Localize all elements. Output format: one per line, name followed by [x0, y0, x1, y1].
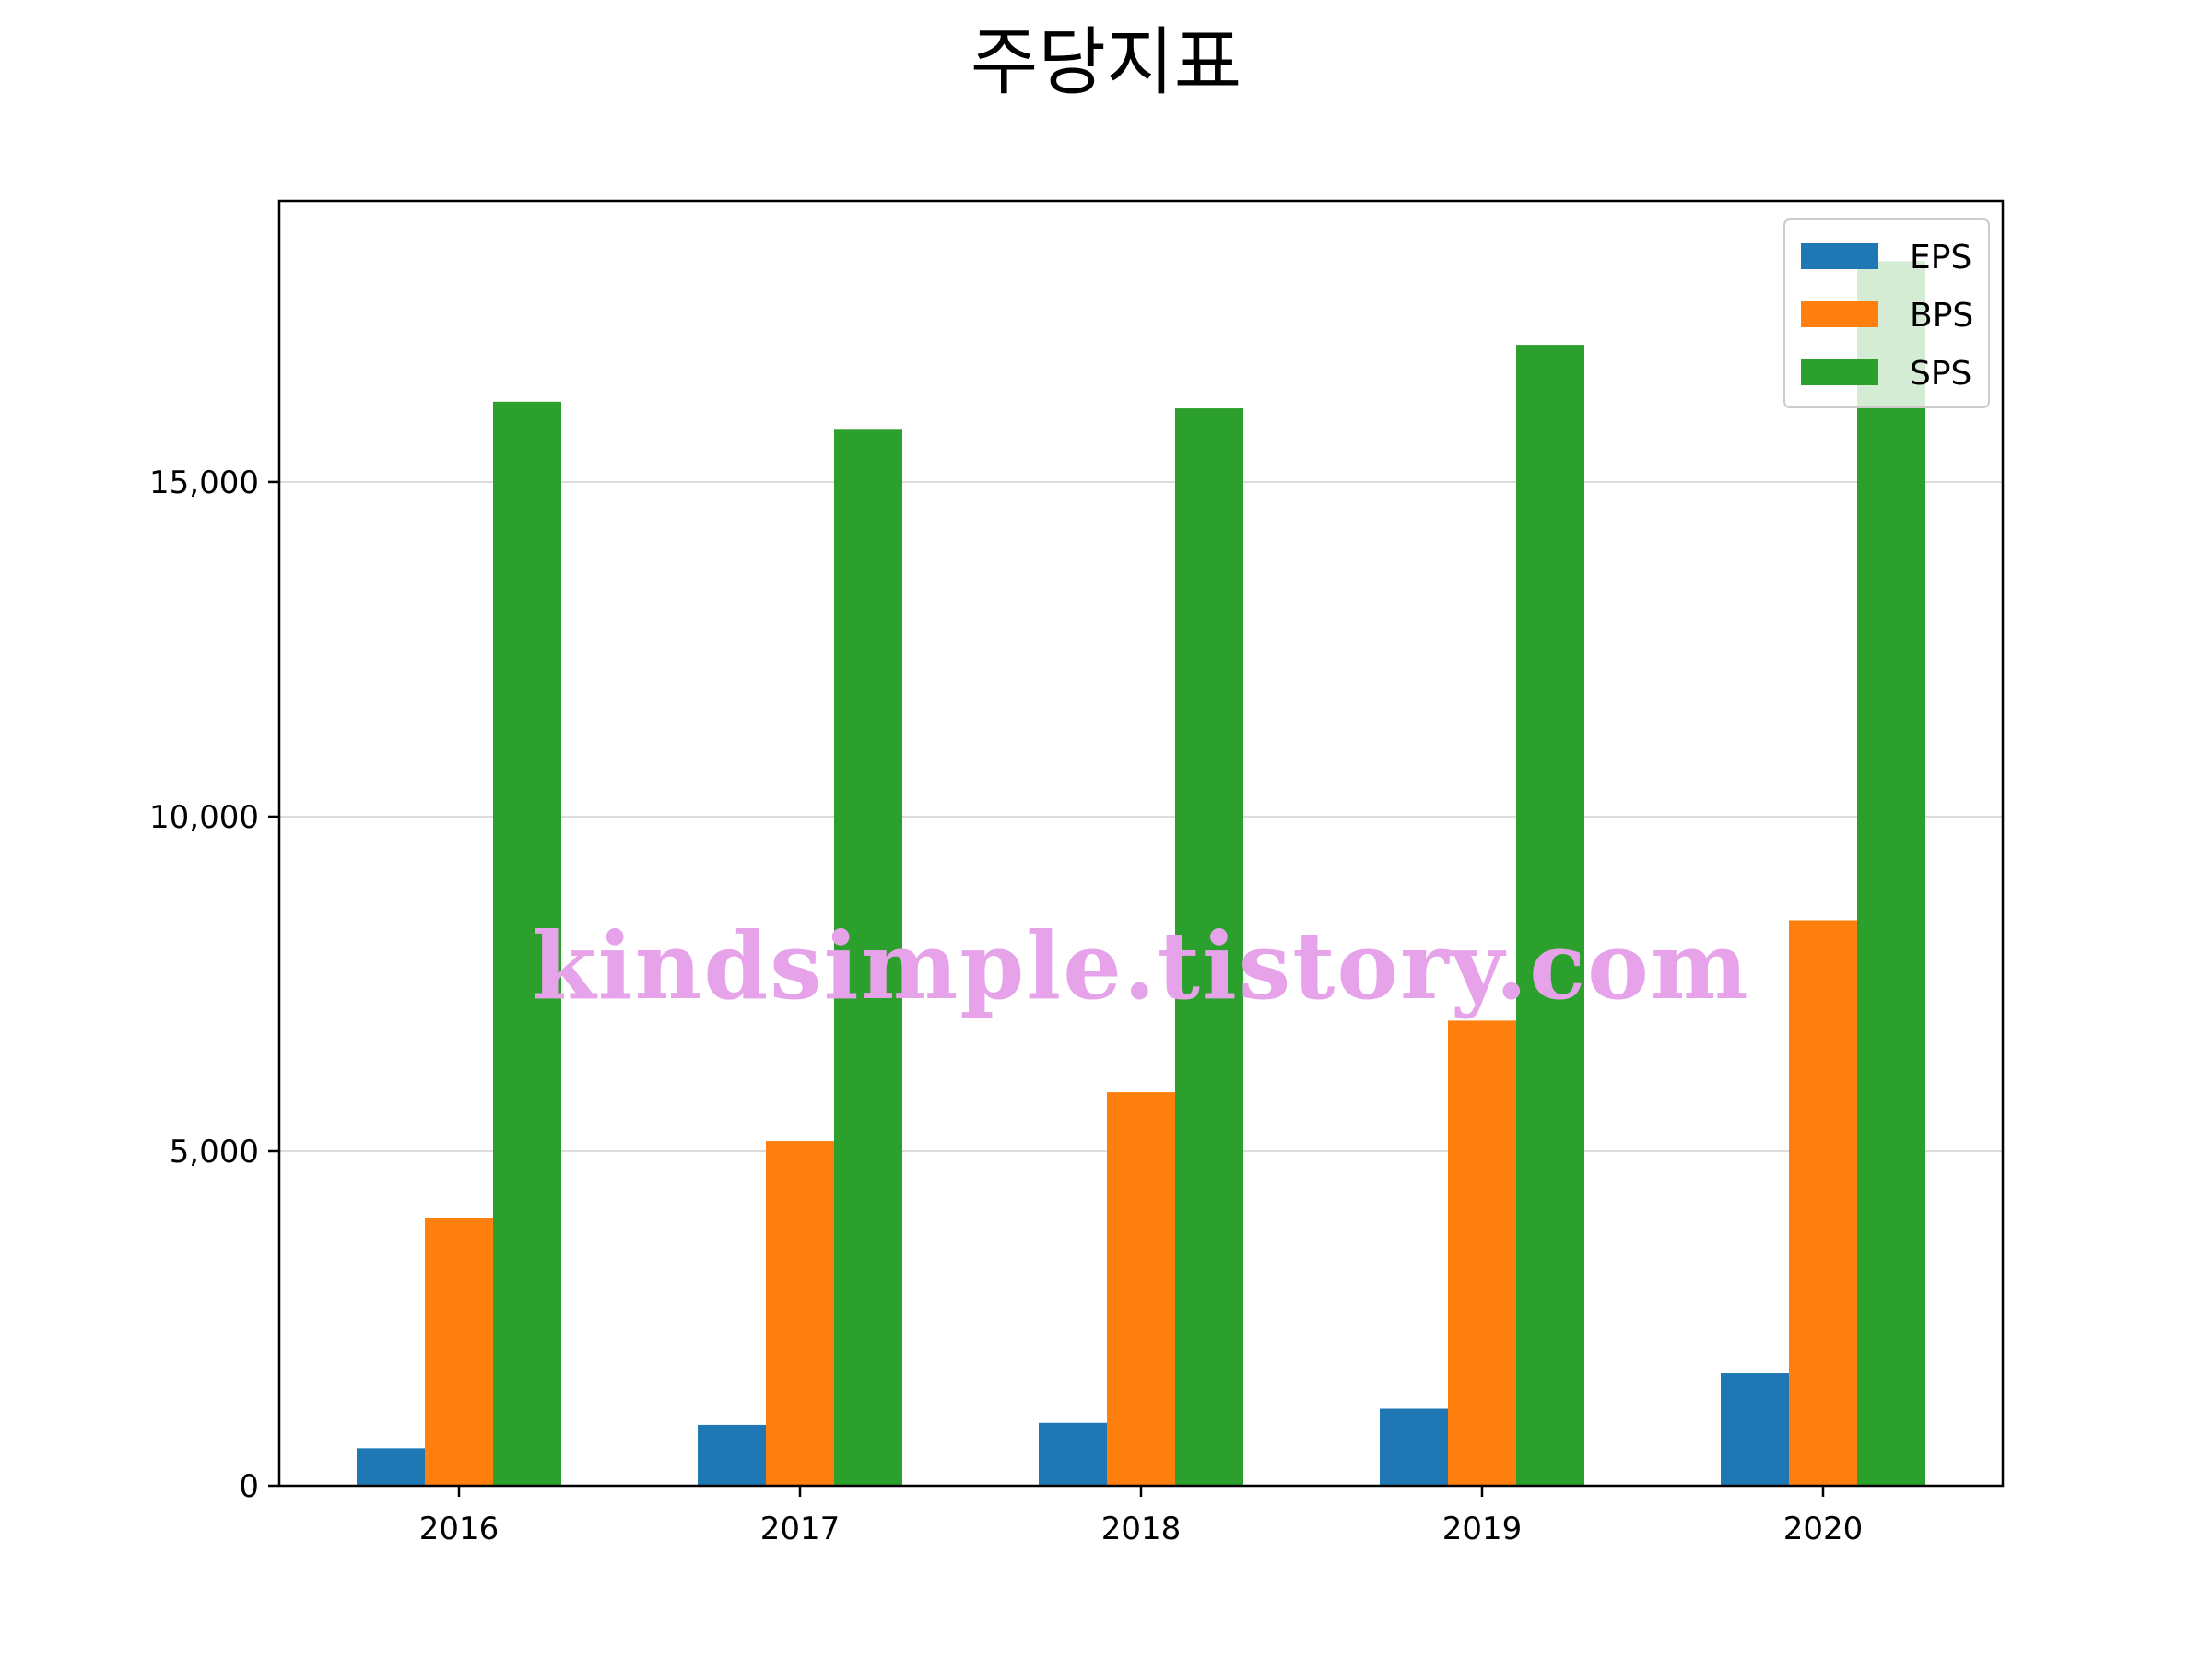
- y-tick-label: 10,000: [149, 799, 259, 836]
- x-axis: 2016 2017 2018 2019 2020: [419, 1486, 1864, 1547]
- bars: [357, 261, 1925, 1487]
- watermark-text: kindsimple.tistory.com: [532, 912, 1749, 1020]
- bar-bps-2017: [766, 1141, 834, 1486]
- legend-swatch-bps: [1801, 301, 1878, 327]
- x-tick-label: 2019: [1442, 1511, 1523, 1547]
- bar-bps-2020: [1789, 920, 1857, 1486]
- bar-sps-2017: [834, 429, 902, 1486]
- chart-title: 주당지표: [971, 19, 1241, 105]
- x-tick-label: 2020: [1783, 1511, 1864, 1547]
- y-tick-label: 15,000: [149, 465, 259, 501]
- bar-bps-2019: [1448, 1020, 1516, 1486]
- bar-sps-2020: [1857, 261, 1925, 1486]
- x-tick-label: 2018: [1101, 1511, 1182, 1547]
- legend: EPS BPS SPS: [1783, 218, 1990, 408]
- bar-eps-2020: [1721, 1373, 1789, 1486]
- legend-swatch-eps: [1801, 243, 1878, 269]
- x-tick-label: 2016: [419, 1511, 500, 1547]
- y-tick-label: 0: [239, 1468, 259, 1505]
- bar-bps-2016: [425, 1218, 493, 1486]
- y-axis: 0 5,000 10,000 15,000: [149, 465, 279, 1505]
- bar-sps-2019: [1516, 345, 1584, 1486]
- legend-label-sps: SPS: [1910, 355, 1971, 393]
- bar-eps-2016: [357, 1448, 425, 1486]
- bar-sps-2018: [1175, 408, 1243, 1487]
- bar-eps-2017: [698, 1424, 766, 1486]
- bar-sps-2016: [493, 401, 561, 1486]
- legend-label-bps: BPS: [1910, 297, 1973, 335]
- bar-bps-2018: [1107, 1092, 1175, 1486]
- bar-eps-2018: [1039, 1422, 1107, 1486]
- legend-label-eps: EPS: [1910, 239, 1971, 276]
- x-tick-label: 2017: [760, 1511, 841, 1547]
- bar-eps-2019: [1380, 1408, 1448, 1486]
- legend-swatch-sps: [1801, 359, 1878, 385]
- y-tick-label: 5,000: [170, 1134, 259, 1171]
